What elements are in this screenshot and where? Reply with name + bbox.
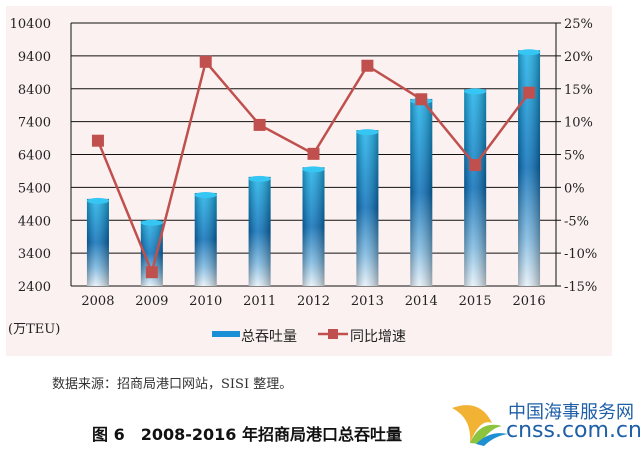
bar-shade: [194, 192, 217, 286]
legend-label: 总吞吐量: [241, 329, 297, 345]
bar-shade: [302, 167, 325, 286]
y2-tick-label: 10%: [564, 116, 593, 131]
growth-marker: [523, 86, 536, 99]
bar-shade: [410, 98, 433, 286]
bar-cap: [464, 88, 487, 95]
x-tick-label: 2015: [459, 294, 492, 309]
x-tick-label: 2013: [351, 294, 384, 309]
y-tick-label: 5400: [18, 181, 51, 196]
y2-tick-label: 20%: [564, 50, 593, 65]
bar-shade: [86, 198, 109, 286]
y-tick-label: 9400: [18, 50, 51, 65]
bar-cap: [302, 166, 325, 173]
bar-cap: [248, 175, 271, 182]
legend-line-marker: [328, 329, 338, 339]
bar-shade: [518, 50, 541, 286]
logo-en: cnss.com.cn: [506, 418, 640, 443]
y-tick-label: 2400: [18, 280, 51, 295]
y2-tick-label: 0%: [564, 181, 585, 196]
y-tick-label: 8400: [18, 83, 51, 98]
growth-marker: [253, 118, 266, 131]
growth-marker: [199, 55, 212, 68]
bar-cap: [86, 197, 109, 204]
bar-shade: [248, 176, 271, 286]
bird-logo-icon: [452, 405, 508, 446]
x-tick-label: 2009: [135, 294, 168, 309]
chart: 2400 -15% 3400 -10% 4400 -5% 5400 0% 6400 5% 7400 1…: [8, 17, 597, 345]
growth-marker: [145, 266, 158, 279]
bar-cap: [518, 49, 541, 56]
growth-marker: [91, 134, 104, 147]
y2-tick-label: 15%: [564, 83, 593, 98]
x-tick-label: 2010: [189, 294, 222, 309]
legend-bar-swatch: [212, 331, 240, 337]
y-tick-label: 3400: [18, 247, 51, 262]
y2-tick-label: -10%: [564, 247, 597, 262]
bar-shade: [464, 89, 487, 286]
y-tick-label: 10400: [10, 17, 51, 32]
y-tick-label: 4400: [18, 214, 51, 229]
bar-cap: [140, 219, 163, 226]
y2-tick-label: 25%: [564, 17, 593, 32]
bar-shade: [356, 130, 379, 286]
figure-caption: 图 6 2008-2016 年招商局港口总吞吐量: [92, 425, 402, 444]
growth-marker: [307, 147, 320, 160]
y-axis-unit: (万TEU): [8, 322, 60, 337]
y2-tick-label: -5%: [564, 214, 589, 229]
growth-marker: [469, 159, 482, 172]
x-tick-label: 2016: [513, 294, 546, 309]
source-note: 数据来源：招商局港口网站，SISI 整理。: [52, 377, 293, 392]
legend-label: 同比增速: [350, 329, 406, 345]
cnss-logo: 中国海事服务网 cnss.com.cn: [450, 398, 640, 448]
x-tick-label: 2012: [297, 294, 330, 309]
bar-cap: [194, 191, 217, 198]
growth-marker: [415, 93, 428, 106]
y-tick-label: 6400: [18, 149, 51, 164]
x-tick-label: 2008: [81, 294, 114, 309]
y2-tick-label: -15%: [564, 280, 597, 295]
logo-cn: 中国海事服务网: [508, 402, 634, 423]
y2-tick-label: 5%: [564, 149, 585, 164]
x-tick-label: 2014: [405, 294, 438, 309]
x-tick-label: 2011: [243, 294, 276, 309]
growth-marker: [361, 59, 374, 72]
y-tick-label: 7400: [18, 116, 51, 131]
bar-cap: [356, 129, 379, 136]
